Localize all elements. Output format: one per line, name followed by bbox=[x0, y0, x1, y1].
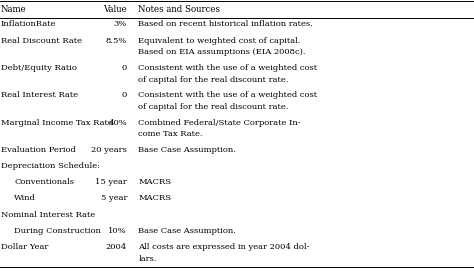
Text: Based on EIA assumptions (EIA 2008c).: Based on EIA assumptions (EIA 2008c). bbox=[138, 48, 306, 56]
Text: Debt/Equity Ratio: Debt/Equity Ratio bbox=[1, 64, 77, 72]
Text: Equivalent to weighted cost of capital.: Equivalent to weighted cost of capital. bbox=[138, 37, 301, 45]
Text: Base Case Assumption.: Base Case Assumption. bbox=[138, 227, 236, 235]
Text: All costs are expressed in year 2004 dol-: All costs are expressed in year 2004 dol… bbox=[138, 243, 310, 251]
Text: Value: Value bbox=[103, 5, 127, 14]
Text: Based on recent historical inflation rates.: Based on recent historical inflation rat… bbox=[138, 20, 313, 28]
Text: Dollar Year: Dollar Year bbox=[1, 243, 48, 251]
Text: 8.5%: 8.5% bbox=[106, 37, 127, 45]
Text: 5 year: 5 year bbox=[100, 194, 127, 203]
Text: 0: 0 bbox=[122, 64, 127, 72]
Text: MACRS: MACRS bbox=[138, 178, 172, 186]
Text: Marginal Income Tax Rate: Marginal Income Tax Rate bbox=[1, 119, 113, 127]
Text: InflationRate: InflationRate bbox=[1, 20, 56, 28]
Text: 2004: 2004 bbox=[106, 243, 127, 251]
Text: of capital for the real discount rate.: of capital for the real discount rate. bbox=[138, 103, 289, 111]
Text: Notes and Sources: Notes and Sources bbox=[138, 5, 220, 14]
Text: 20 years: 20 years bbox=[91, 146, 127, 154]
Text: Consistent with the use of a weighted cost: Consistent with the use of a weighted co… bbox=[138, 64, 318, 72]
Text: Combined Federal/State Corporate In-: Combined Federal/State Corporate In- bbox=[138, 119, 301, 127]
Text: Wind: Wind bbox=[14, 194, 36, 203]
Text: Conventionals: Conventionals bbox=[14, 178, 74, 186]
Text: Evaluation Period: Evaluation Period bbox=[1, 146, 76, 154]
Text: lars.: lars. bbox=[138, 255, 157, 263]
Text: Name: Name bbox=[1, 5, 27, 14]
Text: of capital for the real discount rate.: of capital for the real discount rate. bbox=[138, 76, 289, 84]
Text: Nominal Interest Rate: Nominal Interest Rate bbox=[1, 211, 95, 219]
Text: 40%: 40% bbox=[108, 119, 127, 127]
Text: Depreciation Schedule:: Depreciation Schedule: bbox=[1, 162, 100, 170]
Text: During Construction: During Construction bbox=[14, 227, 101, 235]
Text: Real Discount Rate: Real Discount Rate bbox=[1, 37, 82, 45]
Text: Consistent with the use of a weighted cost: Consistent with the use of a weighted co… bbox=[138, 91, 318, 99]
Text: come Tax Rate.: come Tax Rate. bbox=[138, 130, 203, 138]
Text: 3%: 3% bbox=[114, 20, 127, 28]
Text: Real Interest Rate: Real Interest Rate bbox=[1, 91, 78, 99]
Text: 15 year: 15 year bbox=[95, 178, 127, 186]
Text: 10%: 10% bbox=[109, 227, 127, 235]
Text: MACRS: MACRS bbox=[138, 194, 172, 203]
Text: Base Case Assumption.: Base Case Assumption. bbox=[138, 146, 236, 154]
Text: 0: 0 bbox=[122, 91, 127, 99]
